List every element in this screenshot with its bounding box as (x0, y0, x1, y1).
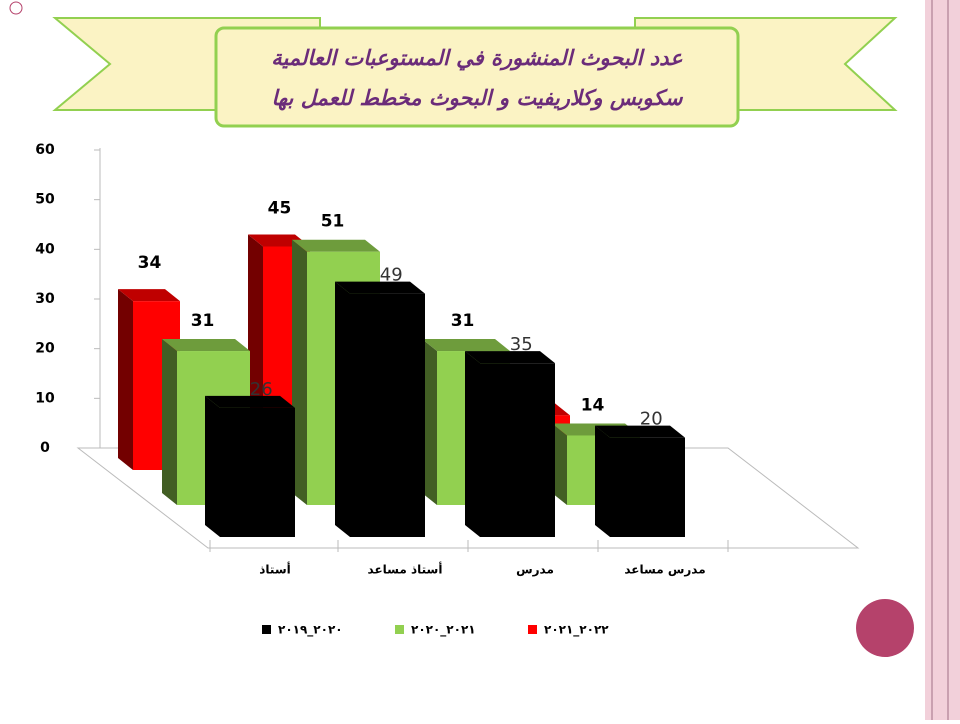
data-label: 31 (191, 311, 215, 331)
y-tick-label: 40 (35, 241, 55, 257)
data-label: 14 (581, 395, 605, 415)
bar (480, 363, 555, 537)
y-tick-label: 10 (35, 390, 55, 406)
bar-top (162, 339, 250, 352)
data-label: 51 (321, 212, 345, 232)
bar-side (162, 339, 177, 505)
data-label: 34 (138, 253, 162, 273)
bar-side (205, 395, 220, 537)
y-tick-label: 0 (40, 440, 50, 456)
legend-label: ٢٠٢١_٢٠٢٠ (411, 623, 476, 638)
bar-top (118, 289, 180, 302)
side-stripe (925, 0, 960, 720)
bar-top (422, 339, 510, 352)
x-tick-label: مدرس (516, 563, 554, 577)
decor-circle (9, 1, 23, 15)
bar-side (552, 423, 567, 505)
bar-side (422, 339, 437, 505)
data-label: 45 (268, 199, 292, 219)
bar-top (595, 425, 685, 438)
bar-side (465, 351, 480, 537)
data-label: 35 (510, 334, 533, 355)
y-tick-label: 60 (35, 142, 55, 158)
x-tick-label: مدرس مساعد (624, 563, 705, 577)
decor-circle (856, 599, 914, 657)
title-box (214, 26, 740, 128)
bar-top (335, 281, 425, 294)
bar-side (595, 425, 610, 537)
legend-label: ٢٠٢٠_٢٠١٩ (278, 623, 343, 638)
y-tick-label: 50 (35, 192, 55, 208)
data-label: 31 (451, 311, 475, 331)
legend-swatch (262, 625, 271, 634)
data-label: 20 (640, 409, 663, 430)
bar-side (292, 239, 307, 505)
bar-side (335, 281, 350, 537)
data-label: 26 (250, 379, 273, 400)
data-label: 49 (380, 265, 403, 286)
legend-swatch (528, 625, 537, 634)
bar-top (465, 351, 555, 364)
bar (220, 407, 295, 537)
bar-top (205, 395, 295, 408)
legend-label: ٢٠٢٢_٢٠٢١ (544, 623, 609, 638)
bar (610, 437, 685, 537)
bar (350, 293, 425, 537)
y-tick-label: 20 (35, 341, 55, 357)
bar-side (118, 289, 133, 470)
chart-title: سكوبس وكلاريفيت و البحوث مخطط للعمل بها (271, 86, 683, 111)
x-tick-label: أستاذ مساعد (368, 562, 443, 577)
chart-title: عدد البحوث المنشورة في المستوعبات العالم… (271, 46, 683, 71)
x-tick-label: أستاذ (259, 562, 290, 577)
y-tick-label: 30 (35, 291, 55, 307)
legend-swatch (395, 625, 404, 634)
bar-top (292, 239, 380, 252)
